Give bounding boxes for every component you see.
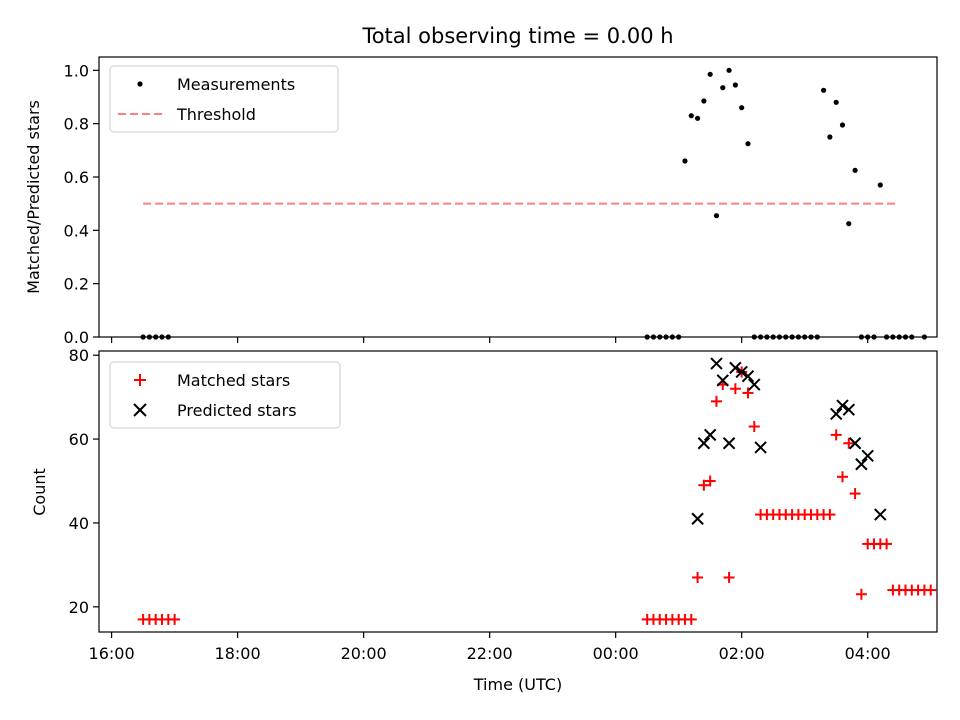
bottom-legend-box bbox=[109, 361, 341, 429]
matched-star-point bbox=[830, 429, 842, 441]
measurement-point bbox=[720, 85, 726, 91]
bottom-y-axis: 20 40 60 80 bbox=[69, 346, 99, 617]
x-tick-label: 02:00 bbox=[719, 644, 765, 663]
measurement-point bbox=[877, 182, 883, 188]
top-y-axis: 0.0 0.2 0.4 0.6 0.8 1.0 bbox=[64, 61, 99, 347]
predicted-star-point bbox=[703, 428, 717, 442]
matched-star-point bbox=[748, 420, 760, 432]
matched-star-point bbox=[742, 387, 754, 399]
y-tick-label: 0.4 bbox=[64, 221, 89, 240]
measurement-point bbox=[732, 82, 738, 88]
x-tick-label: 18:00 bbox=[215, 644, 261, 663]
x-tick-label: 22:00 bbox=[467, 644, 513, 663]
y-tick-label: 40 bbox=[69, 514, 89, 533]
y-tick-label: 60 bbox=[69, 430, 89, 449]
predicted-star-point bbox=[722, 437, 736, 450]
predicted-star-point bbox=[848, 437, 862, 450]
legend-measurements-label: Measurements bbox=[177, 75, 295, 94]
matched-star-point bbox=[692, 571, 704, 583]
predicted-star-point bbox=[748, 378, 761, 391]
predicted-star-point bbox=[741, 369, 755, 383]
measurement-point bbox=[688, 113, 694, 119]
matched-star-point bbox=[704, 475, 716, 487]
matched-star-point bbox=[729, 383, 741, 395]
measurement-point bbox=[713, 213, 720, 219]
top-y-axis-label: Matched/Predicted stars bbox=[24, 100, 43, 294]
top-plot-frame bbox=[98, 56, 938, 338]
matched-star-point bbox=[843, 437, 855, 449]
predicted-star-point bbox=[855, 458, 868, 471]
y-tick-label: 0.8 bbox=[64, 115, 89, 134]
measurement-point bbox=[745, 141, 751, 147]
predicted-star-point bbox=[697, 437, 711, 450]
measurement-point bbox=[846, 221, 852, 227]
predicted-star-point bbox=[716, 374, 729, 387]
top-legend: Measurements Threshold bbox=[109, 65, 339, 133]
x-tick-label: 20:00 bbox=[341, 644, 387, 663]
predicted-star-point bbox=[710, 357, 723, 370]
top-x-axis bbox=[111, 337, 869, 343]
predicted-star-point bbox=[836, 399, 849, 412]
measurement-point bbox=[694, 115, 701, 121]
predicted-star-point bbox=[729, 361, 742, 374]
x-tick-label: 16:00 bbox=[89, 644, 135, 663]
predicted-star-point bbox=[861, 449, 874, 463]
matched-star-point bbox=[723, 571, 735, 583]
measurement-point bbox=[839, 122, 846, 128]
matched-star-point bbox=[169, 613, 181, 625]
matched-star-point bbox=[881, 538, 893, 550]
y-tick-label: 80 bbox=[69, 346, 89, 365]
predicted-star-point bbox=[691, 512, 704, 525]
legend-measurements-marker bbox=[137, 81, 143, 87]
predicted-star-point bbox=[874, 508, 887, 521]
bottom-panel: 20 40 60 80 16:00 18:00 20:00 22:00 00:00 02:00 0… bbox=[30, 346, 938, 694]
measurement-point bbox=[820, 87, 827, 93]
legend-predicted-marker bbox=[133, 403, 147, 417]
matched-star-point bbox=[855, 588, 867, 600]
measurement-point bbox=[852, 167, 858, 173]
measurement-point bbox=[726, 67, 732, 73]
bottom-x-axis: 16:00 18:00 20:00 22:00 00:00 02:00 04:00 bbox=[89, 632, 891, 663]
bottom-x-axis-label: Time (UTC) bbox=[473, 675, 562, 694]
measurement-point bbox=[701, 98, 707, 104]
measurement-point bbox=[739, 105, 745, 111]
predicted-star-point bbox=[735, 365, 748, 379]
legend-matched-label: Matched stars bbox=[177, 371, 290, 390]
matched-star-point bbox=[710, 395, 722, 407]
measurement-point bbox=[682, 158, 688, 164]
bottom-plot-frame bbox=[98, 350, 938, 633]
bottom-legend: Matched stars Predicted stars bbox=[109, 361, 341, 429]
predicted-star-point bbox=[754, 441, 767, 454]
matched-star-point bbox=[698, 479, 710, 491]
matched-star-point bbox=[685, 613, 697, 625]
y-tick-label: 0.0 bbox=[64, 328, 89, 347]
predicted-star-point bbox=[842, 403, 855, 416]
legend-predicted-label: Predicted stars bbox=[177, 401, 297, 420]
matched-star-point bbox=[925, 584, 937, 596]
figure-title: Total observing time = 0.00 h bbox=[361, 24, 673, 48]
matched-star-point bbox=[849, 488, 861, 500]
matched-star-point bbox=[836, 471, 848, 483]
legend-matched-marker bbox=[134, 374, 146, 386]
predicted-star-point bbox=[829, 407, 843, 421]
y-tick-label: 1.0 bbox=[64, 61, 89, 80]
y-tick-label: 20 bbox=[69, 598, 89, 617]
measurement-point bbox=[827, 134, 833, 140]
y-tick-label: 0.6 bbox=[64, 168, 89, 187]
legend-threshold-label: Threshold bbox=[176, 105, 256, 124]
bottom-y-axis-label: Count bbox=[30, 468, 49, 516]
x-tick-label: 00:00 bbox=[593, 644, 639, 663]
y-tick-label: 0.2 bbox=[64, 275, 89, 294]
top-legend-box bbox=[109, 65, 339, 133]
matched-star-point bbox=[824, 509, 836, 521]
count-points-layer bbox=[137, 357, 937, 625]
measurement-point bbox=[833, 99, 839, 105]
top-panel: 0.0 0.2 0.4 0.6 0.8 1.0 Matched/Predicted sta… bbox=[24, 56, 938, 347]
x-tick-label: 04:00 bbox=[845, 644, 891, 663]
measurement-point bbox=[707, 71, 713, 77]
